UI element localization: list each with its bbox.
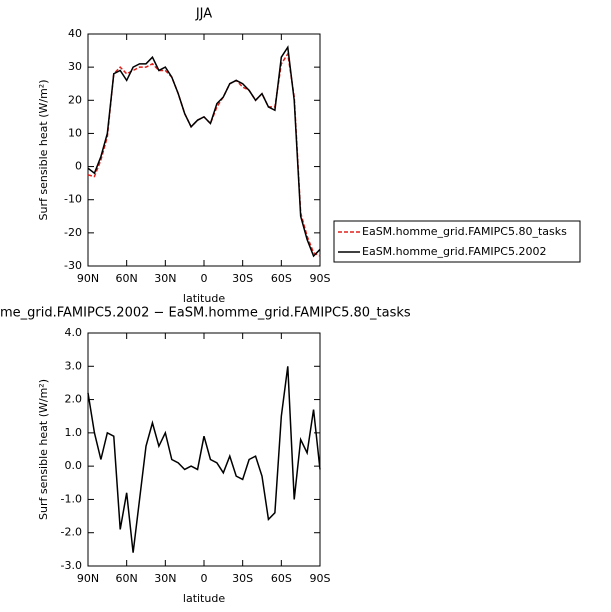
x-tick-label: 60S <box>271 572 292 585</box>
chart-title: me_grid.FAMIPC5.2002 − EaSM.homme_grid.F… <box>0 306 411 321</box>
series-line <box>87 51 321 257</box>
x-tick-label: 30S <box>232 272 253 285</box>
legend-label: EaSM.homme_grid.FAMIPC5.80_tasks <box>362 225 567 238</box>
plot-frame <box>87 332 321 567</box>
x-tick-label: 60N <box>116 272 138 285</box>
y-tick-label: 0.0 <box>65 459 83 472</box>
y-axis-label: Surf sensible heat (W/m²) <box>37 379 50 520</box>
x-tick-label: 0 <box>201 572 208 585</box>
y-tick-label: 30 <box>68 60 82 73</box>
legend-box <box>333 220 581 263</box>
y-tick-label: 2.0 <box>65 393 83 406</box>
series-line <box>87 45 321 258</box>
y-tick-label: 4.0 <box>65 326 83 339</box>
y-tick-label: -1.0 <box>61 492 82 505</box>
y-tick-label: 1.0 <box>65 426 83 439</box>
legend-label: EaSM.homme_grid.FAMIPC5.2002 <box>362 245 546 258</box>
y-tick-label: -3.0 <box>61 559 82 572</box>
x-axis-label: latitude <box>183 592 225 605</box>
x-tick-label: 30N <box>154 272 176 285</box>
y-tick-label: 3.0 <box>65 359 83 372</box>
x-tick-label: 90S <box>310 572 331 585</box>
y-axis-label: Surf sensible heat (W/m²) <box>37 80 50 221</box>
plot-frame <box>87 33 321 267</box>
y-tick-label: 40 <box>68 27 82 40</box>
y-tick-label: -2.0 <box>61 526 82 539</box>
x-tick-label: 0 <box>201 272 208 285</box>
x-tick-label: 30N <box>154 572 176 585</box>
y-tick-label: 20 <box>68 93 82 106</box>
y-tick-label: 0 <box>75 160 82 173</box>
y-tick-label: -10 <box>64 193 82 206</box>
y-tick-label: -30 <box>64 259 82 272</box>
x-tick-label: 60S <box>271 272 292 285</box>
x-tick-label: 90S <box>310 272 331 285</box>
x-tick-label: 90N <box>77 272 99 285</box>
chart-title: JJA <box>195 7 212 22</box>
y-tick-label: 10 <box>68 126 82 139</box>
x-tick-label: 90N <box>77 572 99 585</box>
x-tick-label: 30S <box>232 572 253 585</box>
y-tick-label: -20 <box>64 226 82 239</box>
x-axis-label: latitude <box>183 292 225 305</box>
x-tick-label: 60N <box>116 572 138 585</box>
series-line <box>87 366 321 553</box>
